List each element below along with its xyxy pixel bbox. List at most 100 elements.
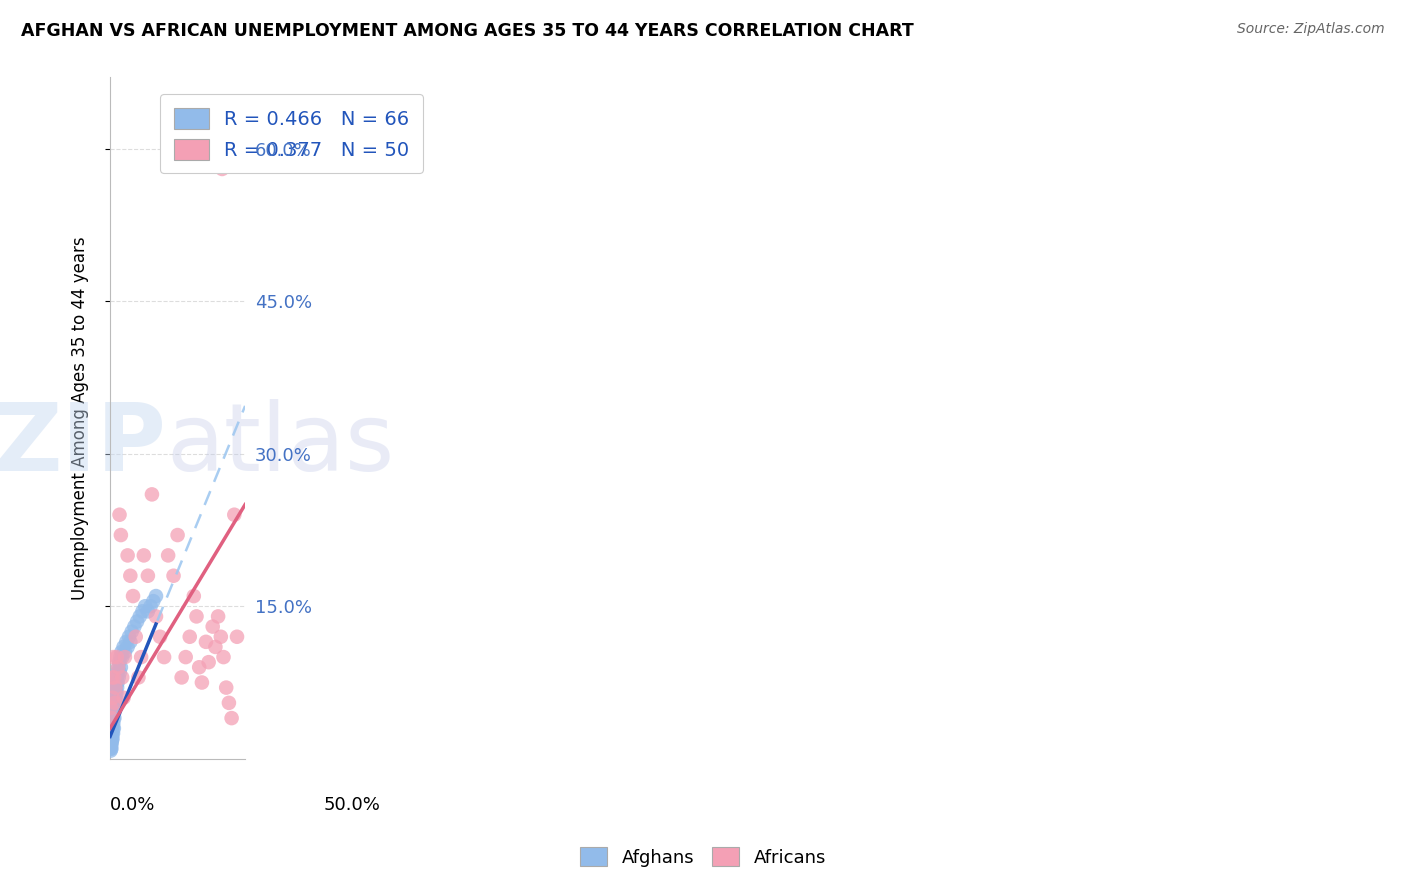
Point — [132, 549, 155, 563]
Point — [107, 660, 129, 674]
Point — [141, 487, 163, 501]
Text: Source: ZipAtlas.com: Source: ZipAtlas.com — [1237, 22, 1385, 37]
Point — [101, 706, 124, 720]
Point — [103, 681, 125, 695]
Point — [221, 711, 243, 725]
Point — [186, 609, 208, 624]
Point — [104, 696, 127, 710]
Point — [104, 681, 127, 695]
Point — [100, 733, 122, 747]
Point — [103, 706, 125, 720]
Point — [170, 670, 193, 684]
Point — [215, 681, 238, 695]
Point — [104, 681, 127, 695]
Point — [142, 594, 165, 608]
Point — [100, 721, 122, 735]
Point — [218, 696, 240, 710]
Point — [117, 640, 139, 654]
Point — [128, 609, 150, 624]
Point — [103, 711, 125, 725]
Point — [136, 604, 159, 618]
Point — [108, 665, 131, 680]
Point — [101, 731, 124, 746]
Point — [101, 726, 124, 740]
Point — [107, 660, 129, 674]
Point — [124, 619, 146, 633]
Point — [145, 609, 167, 624]
Point — [108, 655, 131, 669]
Point — [105, 675, 128, 690]
Point — [107, 675, 129, 690]
Point — [136, 568, 159, 582]
Point — [114, 650, 136, 665]
Point — [101, 701, 124, 715]
Y-axis label: Unemployment Among Ages 35 to 44 years: Unemployment Among Ages 35 to 44 years — [72, 236, 89, 600]
Point — [115, 635, 138, 649]
Point — [103, 670, 125, 684]
Point — [110, 650, 132, 665]
Text: 0.0%: 0.0% — [110, 797, 156, 814]
Point — [104, 686, 127, 700]
Point — [212, 650, 235, 665]
Point — [153, 650, 176, 665]
Point — [120, 635, 142, 649]
Point — [110, 645, 132, 659]
Point — [103, 690, 125, 705]
Point — [112, 640, 135, 654]
Point — [166, 528, 188, 542]
Point — [101, 696, 124, 710]
Point — [111, 650, 134, 665]
Point — [103, 690, 125, 705]
Point — [179, 630, 201, 644]
Point — [103, 716, 125, 731]
Point — [103, 686, 125, 700]
Point — [100, 730, 122, 744]
Point — [112, 690, 135, 705]
Point — [101, 711, 124, 725]
Point — [110, 528, 132, 542]
Point — [224, 508, 246, 522]
Point — [149, 630, 172, 644]
Text: AFGHAN VS AFRICAN UNEMPLOYMENT AMONG AGES 35 TO 44 YEARS CORRELATION CHART: AFGHAN VS AFRICAN UNEMPLOYMENT AMONG AGE… — [21, 22, 914, 40]
Text: 50.0%: 50.0% — [323, 797, 380, 814]
Point — [105, 686, 128, 700]
Point — [100, 739, 122, 754]
Point — [107, 670, 129, 684]
Point — [104, 701, 127, 715]
Point — [101, 733, 124, 747]
Point — [120, 568, 142, 582]
Point — [197, 655, 219, 669]
Point — [125, 630, 148, 644]
Legend: Afghans, Africans: Afghans, Africans — [572, 840, 834, 874]
Point — [111, 670, 134, 684]
Point — [127, 670, 149, 684]
Point — [162, 568, 184, 582]
Point — [204, 640, 226, 654]
Point — [100, 737, 122, 751]
Point — [125, 615, 148, 629]
Point — [201, 619, 224, 633]
Point — [114, 645, 136, 659]
Point — [98, 741, 121, 756]
Point — [207, 609, 229, 624]
Point — [117, 549, 139, 563]
Point — [183, 589, 205, 603]
Point — [100, 737, 122, 751]
Point — [105, 650, 128, 665]
Point — [139, 599, 162, 614]
Point — [105, 681, 128, 695]
Point — [145, 589, 167, 603]
Point — [121, 624, 143, 639]
Point — [104, 690, 127, 705]
Point — [104, 696, 127, 710]
Point — [103, 721, 125, 735]
Point — [209, 630, 232, 644]
Point — [100, 731, 122, 746]
Point — [122, 589, 145, 603]
Point — [100, 741, 122, 756]
Point — [105, 670, 128, 684]
Point — [118, 630, 141, 644]
Point — [100, 711, 122, 725]
Point — [110, 660, 132, 674]
Point — [101, 690, 124, 705]
